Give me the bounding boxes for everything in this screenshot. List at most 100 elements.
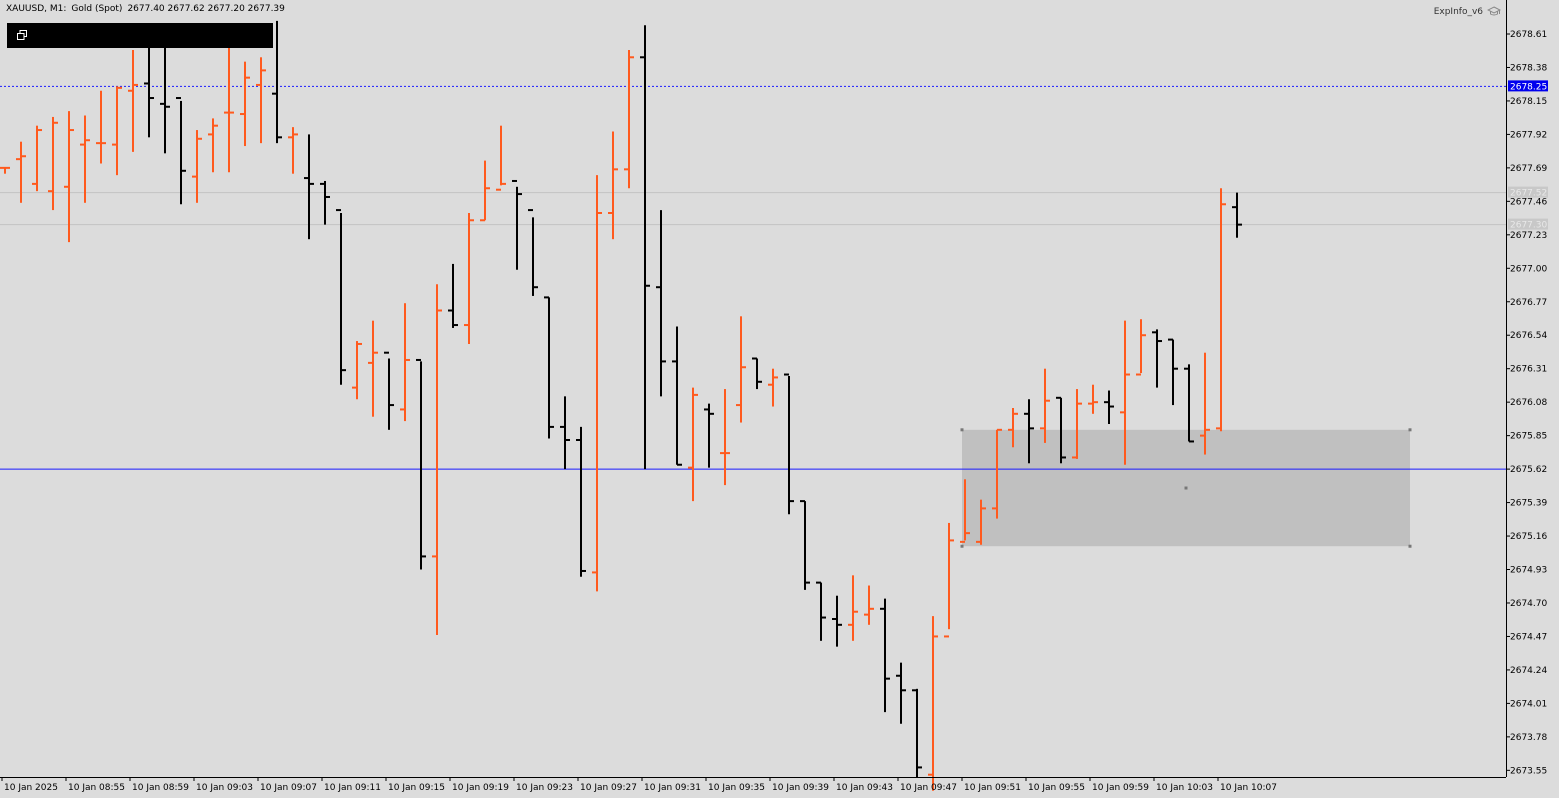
- y-tick-label: 2674.47: [1510, 632, 1547, 642]
- y-tick-label: 2677.69: [1510, 164, 1547, 174]
- ohlc-bar: [400, 303, 410, 422]
- ohlc-bar: [1056, 396, 1066, 464]
- x-tick-label: 10 Jan 09:03: [196, 783, 253, 793]
- y-tick-label: 2674.93: [1510, 566, 1547, 576]
- ohlc-bar: [640, 25, 650, 470]
- x-tick-label: 10 Jan 09:55: [1028, 783, 1085, 793]
- price-label-box: [1508, 218, 1548, 230]
- ohlc-bar: [416, 358, 426, 570]
- ohlc-bar: [352, 341, 362, 400]
- y-tick-label: 2676.54: [1510, 331, 1547, 341]
- ohlc-bar: [368, 320, 378, 417]
- ohlc-bar: [64, 111, 74, 243]
- price-label: 2678.25: [1510, 82, 1547, 92]
- ohlc-bar: [464, 212, 474, 344]
- rectangle-handle: [960, 544, 964, 548]
- ohlc-bar: [720, 389, 730, 486]
- ohlc-readout: 2677.40 2677.62 2677.20 2677.39: [127, 4, 285, 14]
- ohlc-bar: [928, 616, 938, 791]
- price-label-box: [1508, 80, 1548, 92]
- ohlc-bar: [272, 20, 282, 144]
- ohlc-bar: [288, 127, 298, 174]
- ohlc-bar: [848, 575, 858, 641]
- indicator-label[interactable]: ExpInfo_v6: [1434, 6, 1501, 17]
- x-tick-label: 10 Jan 09:23: [516, 783, 573, 793]
- x-tick-label: 10 Jan 09:19: [452, 783, 509, 793]
- trade-panel[interactable]: [7, 23, 273, 48]
- ohlc-bar: [128, 50, 138, 152]
- ohlc-bar: [1200, 352, 1210, 455]
- y-tick-label: 2676.08: [1510, 398, 1547, 408]
- ohlc-bar: [768, 368, 778, 407]
- y-tick-label: 2674.24: [1510, 666, 1547, 676]
- ohlc-bar: [912, 688, 922, 778]
- instrument-name: Gold (Spot): [71, 4, 123, 14]
- ohlc-bar: [1216, 188, 1226, 432]
- ohlc-bar: [592, 175, 602, 592]
- x-tick-label: 10 Jan 09:43: [836, 783, 893, 793]
- ohlc-bar: [880, 598, 890, 713]
- y-tick-label: 2675.62: [1510, 465, 1547, 475]
- window-restore-icon[interactable]: [17, 30, 27, 40]
- ohlc-bar: [144, 47, 154, 138]
- x-tick-label: 10 Jan 10:07: [1220, 783, 1277, 793]
- x-tick-label: 10 Jan 09:11: [324, 783, 381, 793]
- y-tick-label: 2678.38: [1510, 63, 1547, 73]
- ohlc-bar: [320, 180, 330, 225]
- ohlc-bar: [736, 316, 746, 423]
- ohlc-bar: [624, 50, 634, 189]
- ohlc-bar: [704, 403, 714, 468]
- x-tick-label: 10 Jan 08:59: [132, 783, 189, 793]
- y-tick-label: 2675.85: [1510, 432, 1547, 442]
- ohlc-bar: [80, 115, 90, 203]
- rectangle-handle: [960, 428, 964, 432]
- x-tick-label: 10 Jan 08:55: [68, 783, 125, 793]
- y-tick-label: 2678.61: [1510, 30, 1547, 40]
- ohlc-bar: [496, 125, 506, 191]
- x-tick-label: 10 Jan 09:59: [1092, 783, 1149, 793]
- chart-header: XAUUSD, M1: Gold (Spot) 2677.40 2677.62 26…: [6, 4, 290, 14]
- ohlc-bar: [544, 296, 554, 439]
- ohlc-bar: [304, 134, 314, 240]
- y-tick-label: 2677.92: [1510, 130, 1547, 140]
- ohlc-bar: [864, 585, 874, 625]
- ohlc-bar: [160, 42, 170, 154]
- y-tick-label: 2677.00: [1510, 264, 1547, 274]
- ohlc-bar: [208, 118, 218, 173]
- y-tick-label: 2673.55: [1510, 766, 1547, 776]
- y-tick-label: 2675.16: [1510, 532, 1547, 542]
- y-tick-label: 2674.70: [1510, 599, 1547, 609]
- x-tick-label: 10 Jan 09:51: [964, 783, 1021, 793]
- ohlc-bar: [1120, 320, 1130, 465]
- ohlc-bar: [688, 387, 698, 502]
- ohlc-bar: [224, 39, 234, 173]
- ohlc-bar: [576, 426, 586, 577]
- x-tick-label: 10 Jan 10:03: [1156, 783, 1213, 793]
- ohlc-bar: [1024, 399, 1034, 464]
- ohlc-bar: [944, 522, 954, 638]
- x-tick-label: 10 Jan 09:47: [900, 783, 957, 793]
- ohlc-bar: [1136, 319, 1146, 376]
- y-tick-label: 2675.39: [1510, 499, 1547, 509]
- ohlc-bar: [256, 57, 266, 144]
- ohlc-bar: [432, 284, 442, 635]
- x-tick-label: 10 Jan 09:07: [260, 783, 317, 793]
- ohlc-bar: [448, 263, 458, 328]
- x-tick-label: 10 Jan 09:35: [708, 783, 765, 793]
- ohlc-bar: [480, 160, 490, 222]
- indicator-name: ExpInfo_v6: [1433, 6, 1483, 17]
- ohlc-bar: [528, 209, 538, 296]
- ohlc-bar: [48, 116, 58, 211]
- ohlc-bar: [1184, 364, 1194, 443]
- ohlc-bar: [1040, 368, 1050, 443]
- ohlc-bar: [560, 396, 570, 470]
- price-label: 2677.52: [1510, 189, 1547, 199]
- ohlc-bar: [240, 61, 250, 147]
- graduation-cap-icon: [1487, 6, 1501, 16]
- y-tick-label: 2677.46: [1510, 197, 1547, 207]
- ohlc-bar: [752, 357, 762, 390]
- ohlc-bar: [176, 97, 186, 205]
- ohlc-bar: [1104, 390, 1114, 424]
- y-tick-label: 2677.23: [1510, 231, 1547, 241]
